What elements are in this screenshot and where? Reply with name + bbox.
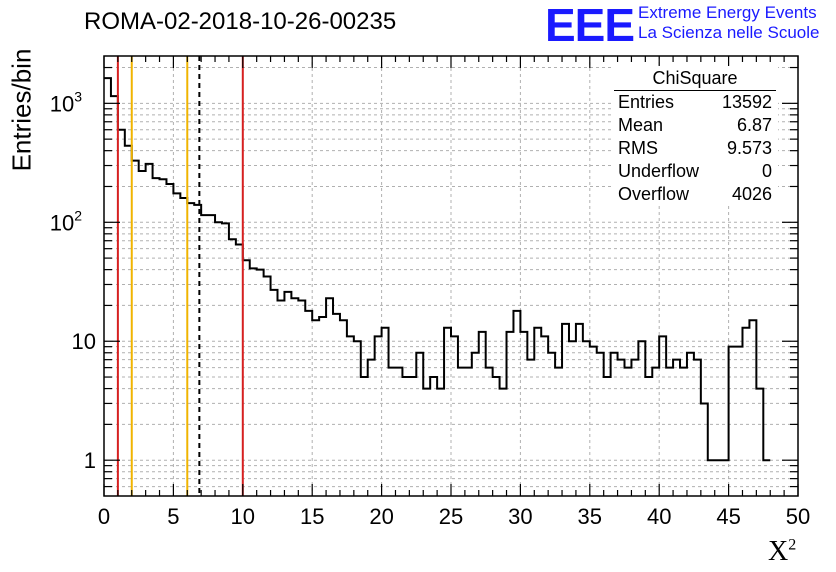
x-tick-label: 45: [716, 504, 740, 529]
y-tick-label-base: 10: [50, 210, 74, 235]
stats-row-overflow: Overflow 4026: [612, 183, 778, 206]
x-axis-label: X2: [768, 536, 796, 568]
stats-row-rms: RMS 9.573: [612, 137, 778, 160]
stats-value: 4026: [731, 184, 772, 204]
x-tick-label: 50: [786, 504, 810, 529]
stats-label: Entries: [618, 92, 675, 112]
stats-label: Overflow: [618, 184, 690, 204]
y-tick-label-sup: 3: [74, 88, 82, 104]
x-tick-label: 35: [578, 504, 602, 529]
eee-logo: EEE: [545, 0, 635, 51]
stats-label: Underflow: [618, 161, 700, 181]
x-tick-label: 30: [508, 504, 532, 529]
x-tick-label: 40: [647, 504, 671, 529]
stats-row-underflow: Underflow 0: [612, 160, 778, 183]
x-tick-label: 15: [300, 504, 324, 529]
y-tick-label: 1: [84, 448, 96, 473]
stats-label: RMS: [618, 138, 658, 158]
y-tick-label: 10: [72, 329, 96, 354]
stats-box: ChiSquare Entries 13592 Mean 6.87 RMS 9.573…: [612, 66, 778, 206]
histogram: [104, 77, 771, 462]
stats-value: 0: [761, 161, 772, 181]
stats-row-mean: Mean 6.87: [612, 114, 778, 137]
stats-value: 13592: [721, 92, 772, 112]
logo-subtitle-2: La Scienza nelle Scuole: [638, 23, 820, 42]
stats-title: ChiSquare: [614, 66, 776, 91]
stats-label: Mean: [618, 115, 664, 135]
stats-row-entries: Entries 13592: [612, 91, 778, 114]
run-title: ROMA-02-2018-10-26-00235: [84, 8, 397, 35]
stats-value: 6.87: [736, 115, 772, 135]
y-tick-label: 103: [50, 88, 82, 116]
histogram-line: [104, 77, 771, 462]
x-axis-label-base: X: [768, 536, 789, 567]
x-tick-label: 20: [369, 504, 393, 529]
x-tick-label: 0: [98, 504, 110, 529]
y-tick-label-sup: 2: [74, 207, 82, 223]
x-tick-label: 5: [167, 504, 179, 529]
logo-subtitle-1: Extreme Energy Events: [638, 3, 817, 22]
stats-value: 9.573: [726, 138, 772, 158]
marker-lines: [116, 56, 244, 496]
y-tick-label: 102: [50, 207, 82, 235]
y-tick-label-base: 10: [50, 91, 74, 116]
x-tick-label: 25: [439, 504, 463, 529]
y-axis-label: Entries/bin: [6, 48, 37, 172]
x-axis-label-sup: 2: [788, 536, 797, 554]
x-tick-label: 10: [231, 504, 255, 529]
